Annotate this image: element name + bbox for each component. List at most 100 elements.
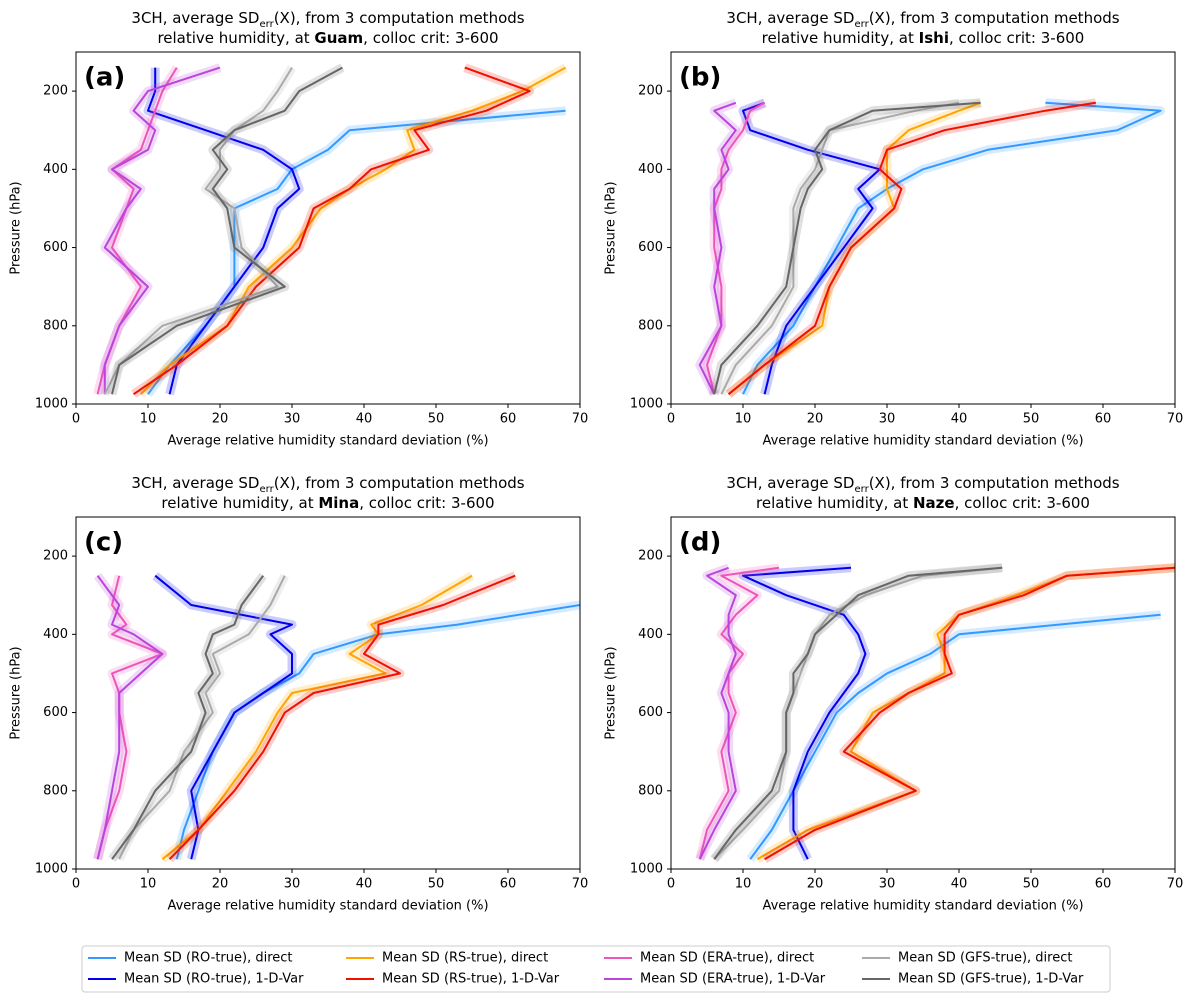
line <box>147 67 301 395</box>
line <box>154 574 293 860</box>
line <box>96 575 164 860</box>
legend-label: Mean SD (RO-true), 1-D-Var <box>124 972 304 987</box>
y-tick-label: 600 <box>638 240 663 255</box>
y-tick-label: 800 <box>43 318 68 333</box>
x-tick-label: 40 <box>951 412 968 427</box>
legend-label: Mean SD (ERA-true), 1-D-Var <box>640 972 826 987</box>
line <box>698 566 737 860</box>
chart-title: 3CH, average SDerr(X), from 3 computatio… <box>131 474 524 495</box>
y-tick-label: 200 <box>43 84 68 99</box>
y-tick-label: 200 <box>638 84 663 99</box>
y-tick-label: 400 <box>638 162 663 177</box>
panel-label: (c) <box>84 528 123 558</box>
y-axis-label: Pressure (hPa) <box>9 181 24 274</box>
legend-label: Mean SD (RS-true), 1-D-Var <box>382 972 560 987</box>
plot <box>93 63 568 398</box>
plot-frame <box>75 516 581 870</box>
line-band <box>166 571 517 863</box>
y-tick-label: 200 <box>43 549 68 564</box>
line <box>706 101 766 395</box>
plot <box>695 563 1175 864</box>
y-tick-label: 600 <box>43 705 68 720</box>
x-tick-label: 70 <box>572 412 589 427</box>
y-tick-label: 800 <box>638 783 663 798</box>
x-axis-label: Average relative humidity standard devia… <box>167 899 488 914</box>
x-axis-label: Average relative humidity standard devia… <box>167 434 488 449</box>
x-tick-label: 60 <box>500 412 517 427</box>
legend-label: Mean SD (GFS-true), direct <box>898 951 1072 966</box>
chart-subtitle: relative humidity, at Mina, colloc crit:… <box>161 494 494 512</box>
x-tick-label: 0 <box>72 877 80 892</box>
line <box>713 566 1003 860</box>
y-tick-label: 400 <box>43 162 68 177</box>
title-part: err <box>855 19 870 30</box>
line <box>742 101 1162 395</box>
x-tick-label: 60 <box>500 877 517 892</box>
title-part: (X), from 3 computation methods <box>869 9 1120 27</box>
line <box>111 575 265 860</box>
chart-subtitle: relative humidity, at Ishi, colloc crit:… <box>762 29 1085 47</box>
title-part: (X), from 3 computation methods <box>274 9 525 27</box>
y-axis-label: Pressure (hPa) <box>9 646 24 739</box>
y-tick-label: 1000 <box>630 862 663 877</box>
legend-label: Mean SD (RS-true), direct <box>382 951 548 966</box>
x-tick-label: 20 <box>212 412 229 427</box>
x-tick-label: 60 <box>1095 877 1112 892</box>
x-tick-label: 50 <box>428 877 445 892</box>
x-tick-label: 70 <box>572 877 589 892</box>
y-tick-label: 1000 <box>35 397 68 412</box>
title-part: err <box>260 484 275 495</box>
x-tick-label: 40 <box>356 412 373 427</box>
chart-subtitle: relative humidity, at Guam, colloc crit:… <box>157 29 498 47</box>
chart-title: 3CH, average SDerr(X), from 3 computatio… <box>131 9 524 30</box>
subtitle-part: Mina <box>318 494 359 512</box>
y-tick-label: 400 <box>638 627 663 642</box>
line <box>168 574 516 860</box>
title-part: 3CH, average SD <box>131 474 259 492</box>
title-part: err <box>260 19 275 30</box>
chart-subtitle: relative humidity, at Naze, colloc crit:… <box>756 494 1090 512</box>
subtitle-part: , colloc crit: 3-600 <box>363 29 498 47</box>
x-axis-label: Average relative humidity standard devia… <box>762 899 1083 914</box>
x-axis-label: Average relative humidity standard devia… <box>762 434 1083 449</box>
x-tick-label: 60 <box>1095 412 1112 427</box>
subtitle-part: , colloc crit: 3-600 <box>955 494 1090 512</box>
line <box>713 101 981 395</box>
x-tick-label: 30 <box>284 412 301 427</box>
line <box>742 101 881 395</box>
line <box>118 575 286 860</box>
title-part: 3CH, average SD <box>726 9 854 27</box>
subtitle-part: Guam <box>314 29 363 47</box>
x-tick-label: 10 <box>735 412 752 427</box>
legend-label: Mean SD (RO-true), direct <box>124 951 293 966</box>
plot-frame <box>670 516 1176 870</box>
x-tick-label: 0 <box>72 412 80 427</box>
x-tick-label: 50 <box>428 412 445 427</box>
y-tick-label: 600 <box>638 705 663 720</box>
line <box>742 566 867 860</box>
line <box>698 101 737 395</box>
x-tick-label: 30 <box>879 877 896 892</box>
plot <box>695 98 1166 398</box>
title-part: (X), from 3 computation methods <box>274 474 525 492</box>
subtitle-part: Naze <box>913 494 955 512</box>
panel-label: (d) <box>679 528 721 558</box>
subtitle-part: , colloc crit: 3-600 <box>359 494 494 512</box>
legend-frame <box>81 945 1111 993</box>
line <box>111 66 343 395</box>
title-part: 3CH, average SD <box>726 474 854 492</box>
line <box>713 566 1003 860</box>
subtitle-part: relative humidity, at <box>762 29 919 47</box>
x-tick-label: 40 <box>951 877 968 892</box>
y-tick-label: 800 <box>43 783 68 798</box>
x-tick-label: 20 <box>212 877 229 892</box>
x-tick-label: 70 <box>1167 412 1184 427</box>
y-tick-label: 200 <box>638 549 663 564</box>
legend-label: Mean SD (ERA-true), direct <box>640 951 814 966</box>
subtitle-part: , colloc crit: 3-600 <box>949 29 1084 47</box>
x-tick-label: 10 <box>735 877 752 892</box>
title-part: err <box>855 484 870 495</box>
subtitle-part: relative humidity, at <box>161 494 318 512</box>
line <box>764 566 1175 861</box>
